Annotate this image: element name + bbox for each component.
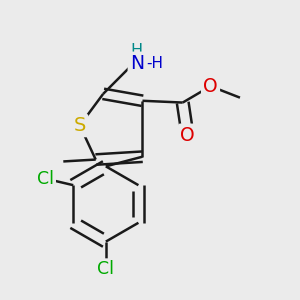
Text: -H: -H <box>146 56 163 71</box>
Text: H: H <box>131 43 143 58</box>
Text: O: O <box>203 77 218 96</box>
Text: N: N <box>130 54 144 73</box>
Text: O: O <box>180 126 195 145</box>
Text: Cl: Cl <box>37 169 54 188</box>
Text: Cl: Cl <box>97 260 114 278</box>
Text: S: S <box>74 116 86 135</box>
